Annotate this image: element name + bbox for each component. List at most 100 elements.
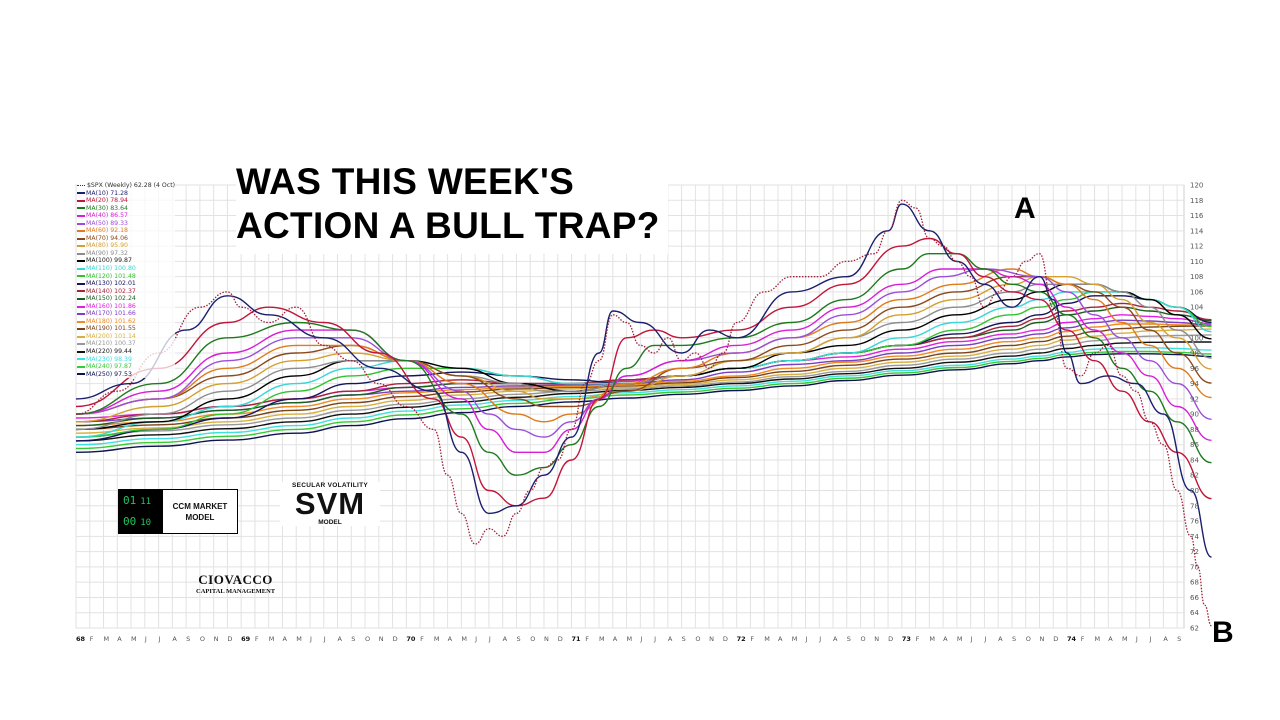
svg-text:68: 68 <box>76 635 86 643</box>
svg-text:M: M <box>1095 635 1101 643</box>
svg-text:112: 112 <box>1190 243 1203 251</box>
series-ma-230- <box>75 346 1212 446</box>
chart-series <box>75 199 1213 627</box>
svg-text:S: S <box>1177 635 1181 643</box>
binary-digits: 01 11 00 10 <box>119 490 163 533</box>
svg-text:110: 110 <box>1190 258 1203 266</box>
legend-swatch-icon <box>77 343 85 346</box>
svg-text:J: J <box>970 635 973 643</box>
legend-item: MA(240) 97.87 <box>77 363 175 371</box>
svg-text:J: J <box>474 635 477 643</box>
svg-text:D: D <box>1053 635 1058 643</box>
svg-text:A: A <box>833 635 838 643</box>
svg-text:88: 88 <box>1190 426 1199 434</box>
svg-text:O: O <box>365 635 370 643</box>
series-ma-250- <box>75 353 1212 453</box>
svg-text:D: D <box>227 635 232 643</box>
svg-text:O: O <box>1026 635 1031 643</box>
svg-text:M: M <box>764 635 770 643</box>
legend-item: MA(210) 100.37 <box>77 340 175 348</box>
series-ma-190- <box>75 325 1212 431</box>
ccm-market-model-logo: 01 11 00 10 CCM MARKET MODEL <box>118 489 238 534</box>
legend-item: MA(250) 97.53 <box>77 371 175 379</box>
legend-item: MA(160) 101.86 <box>77 303 175 311</box>
legend-swatch-icon <box>77 328 85 331</box>
legend-item: MA(110) 100.80 <box>77 265 175 273</box>
legend-item: MA(100) 99.87 <box>77 257 175 265</box>
legend-price-label: $SPX (Weekly) 62.28 (4 Oct) <box>87 182 176 189</box>
svg-text:J: J <box>639 635 642 643</box>
legend-swatch-icon <box>77 305 85 308</box>
legend-swatch-icon <box>77 275 85 278</box>
svg-text:118: 118 <box>1190 197 1203 205</box>
svg-text:A: A <box>338 635 343 643</box>
svg-text:N: N <box>874 635 879 643</box>
svg-text:A: A <box>503 635 508 643</box>
svg-text:D: D <box>723 635 728 643</box>
svg-text:D: D <box>888 635 893 643</box>
series-ma-240- <box>75 350 1212 450</box>
legend-item: MA(230) 98.39 <box>77 356 175 364</box>
svg-text:70: 70 <box>406 635 416 643</box>
legend-item: MA(180) 101.62 <box>77 318 175 326</box>
svg-text:J: J <box>144 635 147 643</box>
legend-swatch-icon <box>77 297 85 300</box>
legend-item: MA(190) 101.55 <box>77 325 175 333</box>
svg-text:68: 68 <box>1190 579 1199 587</box>
svg-text:A: A <box>1108 635 1113 643</box>
legend-swatch-icon <box>77 290 85 293</box>
svg-text:N: N <box>379 635 384 643</box>
legend-swatch-icon <box>77 350 85 353</box>
legend-swatch-icon <box>77 335 85 338</box>
legend-item: MA(40) 86.57 <box>77 212 175 220</box>
svg-text:96: 96 <box>1190 365 1199 373</box>
legend-swatch-icon <box>77 230 85 233</box>
svg-text:N: N <box>214 635 219 643</box>
svg-text:F: F <box>1081 635 1085 643</box>
svg-text:J: J <box>488 635 491 643</box>
legend-item: MA(150) 102.24 <box>77 295 175 303</box>
svg-text:N: N <box>709 635 714 643</box>
svg-text:M: M <box>434 635 440 643</box>
legend-swatch-icon <box>77 373 85 376</box>
legend-item: MA(170) 101.66 <box>77 310 175 318</box>
legend-swatch-icon <box>77 252 85 255</box>
svg-text:82: 82 <box>1190 472 1199 480</box>
svg-text:72: 72 <box>737 635 746 643</box>
svg-text:S: S <box>351 635 355 643</box>
svg-text:A: A <box>282 635 287 643</box>
headline-line-1: WAS THIS WEEK'S <box>236 161 575 202</box>
svg-text:92: 92 <box>1190 395 1199 403</box>
series-ma-30- <box>75 253 1212 476</box>
svg-text:F: F <box>90 635 94 643</box>
svg-text:J: J <box>158 635 161 643</box>
svg-text:A: A <box>668 635 673 643</box>
legend-price-row: $SPX (Weekly) 62.28 (4 Oct) <box>77 182 175 190</box>
svg-text:M: M <box>792 635 798 643</box>
svg-text:M: M <box>131 635 137 643</box>
svg-text:106: 106 <box>1190 288 1204 296</box>
annotation-a: A <box>1014 192 1036 225</box>
svg-text:120: 120 <box>1190 182 1203 190</box>
svg-text:F: F <box>420 635 424 643</box>
legend-swatch-icon <box>77 358 85 361</box>
legend-item: MA(70) 94.06 <box>77 235 175 243</box>
legend-item: MA(200) 101.14 <box>77 333 175 341</box>
legend-item: MA(90) 97.32 <box>77 250 175 258</box>
svg-text:J: J <box>818 635 821 643</box>
svg-text:M: M <box>957 635 963 643</box>
svg-text:S: S <box>847 635 851 643</box>
legend-item: MA(30) 83.64 <box>77 205 175 213</box>
legend-swatch-icon <box>77 267 85 270</box>
svg-text:M: M <box>104 635 110 643</box>
ccm-label: CCM MARKET MODEL <box>172 501 228 522</box>
svg-text:A: A <box>117 635 122 643</box>
svg-text:94: 94 <box>1190 380 1199 388</box>
svg-text:F: F <box>916 635 920 643</box>
ciovacco-logo: CIOVACCO CAPITAL MANAGEMENT <box>196 572 276 595</box>
svg-text:70: 70 <box>1190 563 1199 571</box>
series-ma-60- <box>75 268 1212 423</box>
svg-text:90: 90 <box>1190 411 1199 419</box>
legend-item: MA(80) 95.90 <box>77 242 175 250</box>
x-axis: 68 F M A M J J A S O N D 69 F M A M J J A S O N D 70 F M A M J J A S O N D 7… <box>76 635 1181 643</box>
